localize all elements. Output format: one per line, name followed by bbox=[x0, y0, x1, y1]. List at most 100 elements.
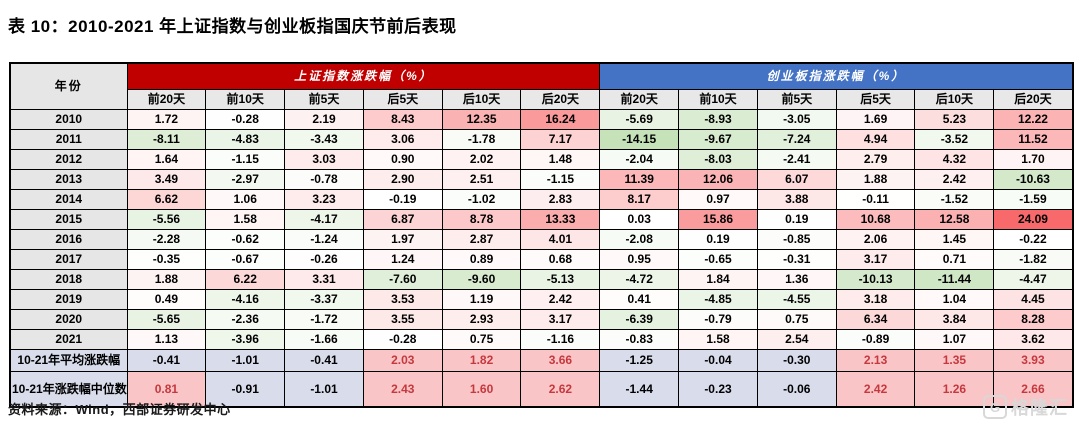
value-cell: -2.08 bbox=[599, 229, 680, 250]
value-cell: 1.07 bbox=[914, 329, 995, 350]
value-cell: 11.52 bbox=[993, 129, 1074, 150]
column-header: 后20天 bbox=[520, 89, 601, 110]
value-cell: -3.05 bbox=[756, 109, 837, 130]
value-cell: 0.68 bbox=[520, 249, 601, 270]
summary-value-cell: -1.44 bbox=[599, 371, 680, 408]
summary-value-cell: -0.30 bbox=[756, 349, 837, 372]
gelonghui-logo-icon: G bbox=[983, 395, 1007, 419]
value-cell: 3.62 bbox=[993, 329, 1074, 350]
value-cell: 4.45 bbox=[993, 289, 1074, 310]
value-cell: 1.69 bbox=[835, 109, 916, 130]
value-cell: -4.85 bbox=[678, 289, 758, 310]
year-label: 2018 bbox=[9, 269, 128, 290]
column-header: 前5天 bbox=[756, 89, 837, 110]
value-cell: 2.06 bbox=[835, 229, 916, 250]
value-cell: 1.58 bbox=[678, 329, 758, 350]
value-cell: -8.11 bbox=[126, 129, 207, 150]
value-cell: 6.87 bbox=[362, 209, 443, 230]
value-cell: 3.53 bbox=[362, 289, 443, 310]
table-row-2015: 2015 -5.56 1.58 -4.17 6.87 8.78 13.33 0.03 15.86… bbox=[9, 209, 1074, 230]
year-label: 2014 bbox=[9, 189, 128, 210]
gelonghui-watermark: G 格隆汇 bbox=[983, 394, 1068, 420]
value-cell: 12.22 bbox=[993, 109, 1074, 130]
value-cell: 8.17 bbox=[599, 189, 680, 210]
value-cell: 16.24 bbox=[520, 109, 601, 130]
value-cell: 2.42 bbox=[914, 169, 995, 190]
value-cell: -14.15 bbox=[599, 129, 680, 150]
value-cell: -7.24 bbox=[756, 129, 837, 150]
summary-label: 10-21年涨跌幅中位数 bbox=[9, 371, 128, 408]
value-cell: -8.93 bbox=[678, 109, 758, 130]
table-row-2021: 2021 1.13 -3.96 -1.66 -0.28 0.75 -1.16 -0.83 1.5… bbox=[9, 329, 1074, 350]
value-cell: -1.72 bbox=[284, 309, 364, 330]
value-cell: 24.09 bbox=[993, 209, 1074, 230]
table-row-2010: 2010 1.72 -0.28 2.19 8.43 12.35 16.24 -5.69 -8.9… bbox=[9, 109, 1074, 130]
value-cell: 3.88 bbox=[756, 189, 837, 210]
value-cell: 12.58 bbox=[914, 209, 995, 230]
summary-value-cell: 2.03 bbox=[362, 349, 443, 372]
value-cell: -1.66 bbox=[284, 329, 364, 350]
column-header: 前20天 bbox=[126, 89, 207, 110]
column-header: 后5天 bbox=[835, 89, 916, 110]
value-cell: 12.06 bbox=[678, 169, 758, 190]
year-label: 2019 bbox=[9, 289, 128, 310]
column-header: 前5天 bbox=[284, 89, 364, 110]
value-cell: 1.48 bbox=[520, 149, 601, 170]
summary-value-cell: 3.93 bbox=[993, 349, 1074, 372]
summary-value-cell: 0.81 bbox=[126, 371, 207, 408]
column-header: 前10天 bbox=[678, 89, 758, 110]
value-cell: -0.26 bbox=[284, 249, 364, 270]
summary-value-cell: -0.41 bbox=[126, 349, 207, 372]
value-cell: -7.60 bbox=[362, 269, 443, 290]
summary-value-cell: -1.01 bbox=[205, 349, 286, 372]
summary-value-cell: 1.82 bbox=[441, 349, 522, 372]
value-cell: -2.04 bbox=[599, 149, 680, 170]
value-cell: -8.03 bbox=[678, 149, 758, 170]
value-cell: -4.17 bbox=[284, 209, 364, 230]
column-header: 后20天 bbox=[993, 89, 1074, 110]
year-label: 2015 bbox=[9, 209, 128, 230]
value-cell: -1.24 bbox=[284, 229, 364, 250]
value-cell: 8.78 bbox=[441, 209, 522, 230]
value-cell: -1.02 bbox=[441, 189, 522, 210]
table-row-2019: 2019 0.49 -4.16 -3.37 3.53 1.19 2.42 0.41 -4.85-… bbox=[9, 289, 1074, 310]
summary-row-average: 10-21年平均涨跌幅 -0.41 -1.01 -0.41 2.03 1.82 3.66 -1… bbox=[9, 349, 1074, 372]
value-cell: 0.71 bbox=[914, 249, 995, 270]
value-cell: 2.02 bbox=[441, 149, 522, 170]
value-cell: -9.60 bbox=[441, 269, 522, 290]
value-cell: 0.97 bbox=[678, 189, 758, 210]
table-row-2017: 2017 -0.35 -0.67 -0.26 1.24 0.89 0.68 0.95 -0.65… bbox=[9, 249, 1074, 270]
value-cell: -11.44 bbox=[914, 269, 995, 290]
value-cell: 1.64 bbox=[126, 149, 207, 170]
value-cell: 6.34 bbox=[835, 309, 916, 330]
value-cell: -2.28 bbox=[126, 229, 207, 250]
value-cell: -0.22 bbox=[993, 229, 1074, 250]
year-label: 2020 bbox=[9, 309, 128, 330]
summary-value-cell: -1.25 bbox=[599, 349, 680, 372]
value-cell: 13.33 bbox=[520, 209, 601, 230]
gelonghui-logo-text: 格隆汇 bbox=[1011, 398, 1068, 418]
value-cell: 1.24 bbox=[362, 249, 443, 270]
value-cell: 1.19 bbox=[441, 289, 522, 310]
summary-row-median: 10-21年涨跌幅中位数 0.81 -0.91 -1.01 2.43 1.60 2.62 -1… bbox=[9, 371, 1074, 408]
value-cell: -1.15 bbox=[205, 149, 286, 170]
value-cell: 0.89 bbox=[441, 249, 522, 270]
summary-value-cell: -1.01 bbox=[284, 371, 364, 408]
value-cell: -1.59 bbox=[993, 189, 1074, 210]
value-cell: -0.67 bbox=[205, 249, 286, 270]
value-cell: -1.82 bbox=[993, 249, 1074, 270]
value-cell: -0.28 bbox=[362, 329, 443, 350]
value-cell: 2.42 bbox=[520, 289, 601, 310]
value-cell: 1.88 bbox=[126, 269, 207, 290]
value-cell: -0.78 bbox=[284, 169, 364, 190]
value-cell: 0.95 bbox=[599, 249, 680, 270]
value-cell: 1.13 bbox=[126, 329, 207, 350]
value-cell: 2.83 bbox=[520, 189, 601, 210]
value-cell: -2.97 bbox=[205, 169, 286, 190]
value-cell: -0.65 bbox=[678, 249, 758, 270]
value-cell: -0.83 bbox=[599, 329, 680, 350]
value-cell: -0.31 bbox=[756, 249, 837, 270]
year-label: 2011 bbox=[9, 129, 128, 150]
value-cell: 3.84 bbox=[914, 309, 995, 330]
summary-value-cell: 2.62 bbox=[520, 371, 601, 408]
